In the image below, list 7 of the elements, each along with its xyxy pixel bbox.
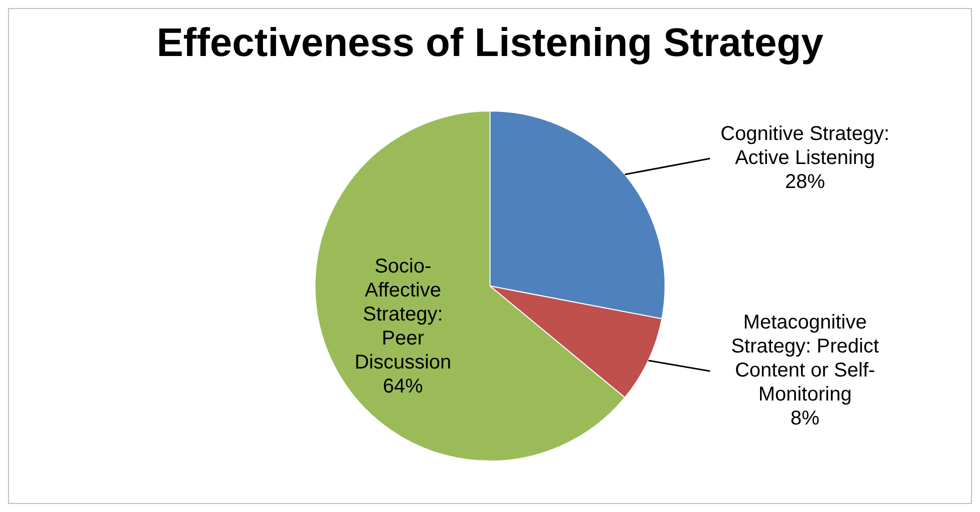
chart-title: Effectiveness of Listening Strategy (156, 21, 824, 66)
slice-label: Socio-Affective Strategy: Peer Discussion (354, 255, 452, 374)
slice-label: Metacognitive Strategy: Predict Content or Self-Monitoring (731, 312, 880, 406)
data-label: 8% (790, 408, 820, 430)
data-label: 28% (784, 171, 826, 194)
data-label: 64% (382, 375, 424, 398)
slice-label: Cognitive Strategy: Active Listening (720, 123, 890, 170)
